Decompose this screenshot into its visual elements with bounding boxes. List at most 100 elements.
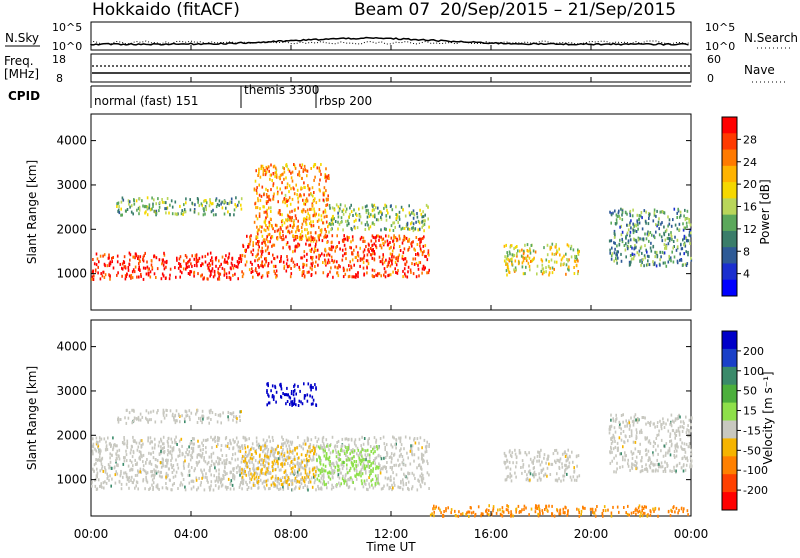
velocity-cell xyxy=(666,442,668,445)
velocity-cell xyxy=(96,468,98,471)
velocity-cell xyxy=(96,437,98,440)
velocity-cell xyxy=(131,445,133,448)
power-cell xyxy=(142,258,144,261)
power-cell xyxy=(155,202,157,205)
velocity-cell xyxy=(200,481,202,484)
power-cell xyxy=(263,193,265,196)
velocity-cell xyxy=(561,462,563,465)
velocity-cell xyxy=(108,479,110,482)
velocity-cell xyxy=(677,511,679,514)
velocity-cell xyxy=(329,460,331,463)
velocity-cell xyxy=(512,451,514,454)
power-cell xyxy=(268,207,270,210)
power-cell xyxy=(241,258,243,261)
power-cell xyxy=(370,253,372,256)
velocity-cell xyxy=(260,479,262,482)
velocity-cell xyxy=(628,514,630,517)
velocity-cell xyxy=(237,464,239,467)
velocity-cell xyxy=(159,441,161,444)
power-cell xyxy=(297,207,299,210)
power-cell xyxy=(366,209,368,212)
velocity-cell xyxy=(338,482,340,485)
velocity-cell xyxy=(518,505,520,508)
power-cell xyxy=(318,254,320,257)
velocity-cell xyxy=(299,485,301,488)
velocity-cell xyxy=(397,486,399,489)
velocity-cell xyxy=(105,471,107,474)
power-cell xyxy=(632,223,634,226)
power-cell xyxy=(275,272,277,275)
velocity-cell xyxy=(609,450,611,453)
power-cell xyxy=(403,258,405,261)
power-cell xyxy=(276,186,278,189)
velocity-cell xyxy=(614,440,616,443)
power-cell xyxy=(658,223,660,226)
power-cell xyxy=(655,223,657,226)
velocity-cell xyxy=(629,428,631,431)
velocity-cell xyxy=(669,435,671,438)
power-cell xyxy=(109,278,111,281)
power-cell xyxy=(136,276,138,279)
velocity-cell xyxy=(210,473,212,476)
power-cell xyxy=(655,231,657,234)
velocity-cell xyxy=(270,450,272,453)
power-cell xyxy=(124,255,126,258)
power-cell xyxy=(370,213,372,216)
power-cell xyxy=(150,276,152,279)
velocity-cell xyxy=(567,512,569,515)
power-cell xyxy=(353,208,355,211)
power-cell xyxy=(187,262,189,265)
velocity-cell xyxy=(331,484,333,487)
velocity-cell xyxy=(685,416,687,419)
velocity-cell xyxy=(354,442,356,445)
velocity-cell xyxy=(673,466,675,469)
velocity-cell xyxy=(111,467,113,470)
velocity-cell xyxy=(166,409,168,412)
velocity-cell xyxy=(393,464,395,467)
velocity-cell xyxy=(338,440,340,443)
velocity-cell xyxy=(362,448,364,451)
power-cell xyxy=(654,263,656,266)
velocity-cell xyxy=(674,510,676,513)
velocity-cell xyxy=(572,461,574,464)
power-cell xyxy=(419,228,421,231)
power-cell xyxy=(370,247,372,250)
velocity-cell xyxy=(340,471,342,474)
velocity-cell xyxy=(669,469,671,472)
power-cell xyxy=(109,264,111,267)
velocity-cell xyxy=(231,479,233,482)
power-cell xyxy=(380,260,382,263)
velocity-cell xyxy=(133,440,135,443)
power-cell xyxy=(179,205,181,208)
velocity-cell xyxy=(274,451,276,454)
velocity-cell xyxy=(357,473,359,476)
velocity-cell xyxy=(384,446,386,449)
power-cell xyxy=(638,238,640,241)
velocity-cell xyxy=(564,450,566,453)
power-cell xyxy=(641,252,643,255)
power-cell xyxy=(324,186,326,189)
power-cell xyxy=(372,252,374,255)
power-cell xyxy=(261,226,263,229)
cpid-label: CPID xyxy=(8,89,40,103)
power-cell xyxy=(295,214,297,217)
velocity-cell xyxy=(305,471,307,474)
power-cell xyxy=(529,265,531,268)
power-cell xyxy=(535,251,537,254)
velocity-cell xyxy=(377,448,379,451)
velocity-cell xyxy=(215,413,217,416)
velocity-cell xyxy=(506,508,508,511)
velocity-cell xyxy=(547,455,549,458)
power-cell xyxy=(266,171,268,174)
velocity-cell xyxy=(171,454,173,457)
power-cell xyxy=(554,261,556,264)
power-cell xyxy=(632,253,634,256)
power-cell xyxy=(97,271,99,274)
velocity-cell xyxy=(326,453,328,456)
power-cell xyxy=(175,212,177,215)
velocity-cell xyxy=(142,416,144,419)
velocity-cell xyxy=(363,443,365,446)
velocity-cell xyxy=(134,417,136,420)
power-cell xyxy=(688,239,690,242)
power-cell xyxy=(547,244,549,247)
